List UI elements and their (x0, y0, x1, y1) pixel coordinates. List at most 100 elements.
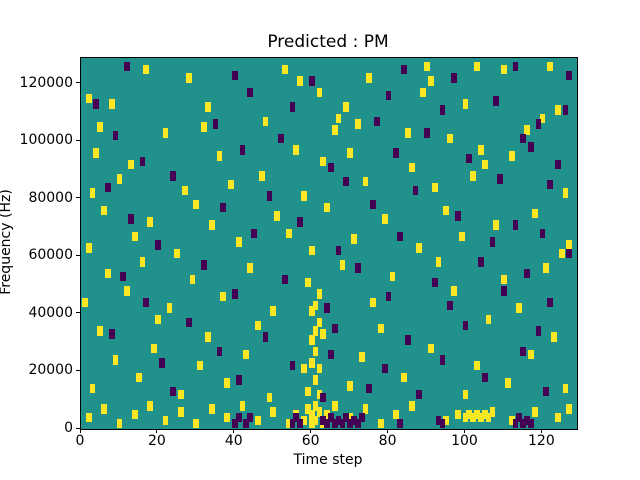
x-tick-label: 60 (301, 433, 320, 449)
y-tick-label: 100000 (19, 132, 73, 149)
heatmap-cell (312, 300, 319, 311)
heatmap-cell (251, 228, 257, 239)
heatmap-cell (431, 182, 438, 193)
heatmap-cell (178, 407, 184, 417)
heatmap-cell (189, 274, 196, 285)
heatmap-cell (239, 401, 246, 411)
heatmap-cell (328, 162, 334, 173)
heatmap-cell (477, 257, 484, 267)
heatmap-cell (527, 349, 534, 359)
heatmap-cell (308, 335, 315, 345)
heatmap-cell (201, 122, 207, 132)
heatmap-cell (316, 389, 323, 400)
heatmap-cell (424, 61, 430, 72)
heatmap-cell (304, 386, 311, 397)
heatmap-cell (304, 277, 311, 288)
heatmap-cell (397, 231, 403, 242)
heatmap-cell (481, 372, 488, 382)
heatmap-cell (354, 263, 361, 273)
heatmap-cell (131, 231, 138, 242)
heatmap-cell (131, 409, 138, 420)
heatmap-cell (108, 99, 115, 109)
heatmap-cell (155, 314, 161, 325)
heatmap-cell (170, 171, 177, 181)
heatmap-cell (366, 73, 373, 83)
heatmap-cell (308, 76, 315, 86)
x-tick-mark (387, 429, 389, 433)
heatmap-cell (524, 415, 530, 426)
heatmap-cell (128, 214, 134, 224)
heatmap-cell (247, 87, 254, 98)
heatmap-cell (474, 361, 480, 371)
heatmap-cell (178, 389, 184, 400)
y-tick-mark (76, 197, 80, 199)
heatmap-cell (181, 185, 188, 196)
chart-title: Predicted : PM (267, 32, 389, 52)
heatmap-cell (485, 314, 492, 325)
heatmap-cell (328, 412, 334, 423)
heatmap-cell (293, 145, 300, 155)
heatmap-cell (93, 148, 100, 158)
heatmap-cell (297, 76, 304, 86)
heatmap-cell (293, 412, 300, 423)
x-tick-mark (540, 429, 542, 433)
heatmap-cell (116, 174, 123, 184)
heatmap-cell (158, 358, 165, 368)
heatmap-cell (458, 231, 465, 242)
heatmap-cell (262, 332, 269, 342)
heatmap-cell (358, 352, 365, 362)
y-tick-mark (76, 254, 80, 256)
heatmap-cell (93, 99, 100, 109)
heatmap-cell (554, 412, 561, 423)
heatmap-cell (508, 151, 515, 161)
heatmap-cell (97, 122, 104, 132)
heatmap-cell (566, 404, 573, 414)
y-tick-mark (76, 369, 80, 371)
heatmap-cell (347, 412, 354, 423)
heatmap-cell (197, 361, 204, 371)
heatmap-cell (274, 211, 280, 221)
heatmap-cell (424, 128, 430, 138)
heatmap-cell (362, 404, 369, 414)
heatmap-cell (270, 407, 277, 417)
heatmap-cell (451, 73, 457, 83)
heatmap-cell (112, 355, 119, 365)
heatmap-cell (524, 125, 530, 135)
heatmap-cell (520, 133, 527, 144)
heatmap-cell (462, 320, 469, 331)
heatmap-cell (477, 412, 484, 423)
heatmap-cell (185, 317, 192, 328)
heatmap-cell (539, 113, 546, 124)
heatmap-cell (312, 415, 319, 426)
heatmap-cell (404, 128, 411, 138)
heatmap-cell (301, 191, 307, 201)
heatmap-cell (416, 389, 423, 400)
heatmap-cell (562, 384, 569, 394)
heatmap-cell (485, 412, 492, 423)
heatmap-cell (231, 289, 238, 299)
heatmap-plot (80, 57, 578, 430)
heatmap-cell (143, 297, 150, 308)
heatmap-cell (351, 415, 357, 426)
heatmap-cell (162, 128, 169, 138)
heatmap-cell (139, 257, 146, 267)
x-tick-label: 40 (224, 433, 243, 449)
heatmap-cell (504, 378, 511, 388)
heatmap-cell (312, 326, 319, 336)
y-tick-mark (76, 82, 80, 84)
heatmap-cell (316, 407, 323, 417)
heatmap-cell (331, 418, 338, 428)
heatmap-cell (397, 418, 403, 428)
heatmap-cell (324, 409, 330, 420)
heatmap-cell (470, 412, 477, 423)
heatmap-cell (316, 289, 323, 299)
heatmap-cell (558, 248, 565, 259)
heatmap-cell (193, 418, 200, 428)
heatmap-cell (435, 415, 442, 426)
heatmap-cell (320, 329, 327, 339)
heatmap-cell (266, 392, 273, 403)
heatmap-cell (89, 188, 96, 198)
heatmap-cell (208, 404, 215, 414)
heatmap-cell (266, 191, 273, 201)
heatmap-cell (566, 248, 573, 259)
